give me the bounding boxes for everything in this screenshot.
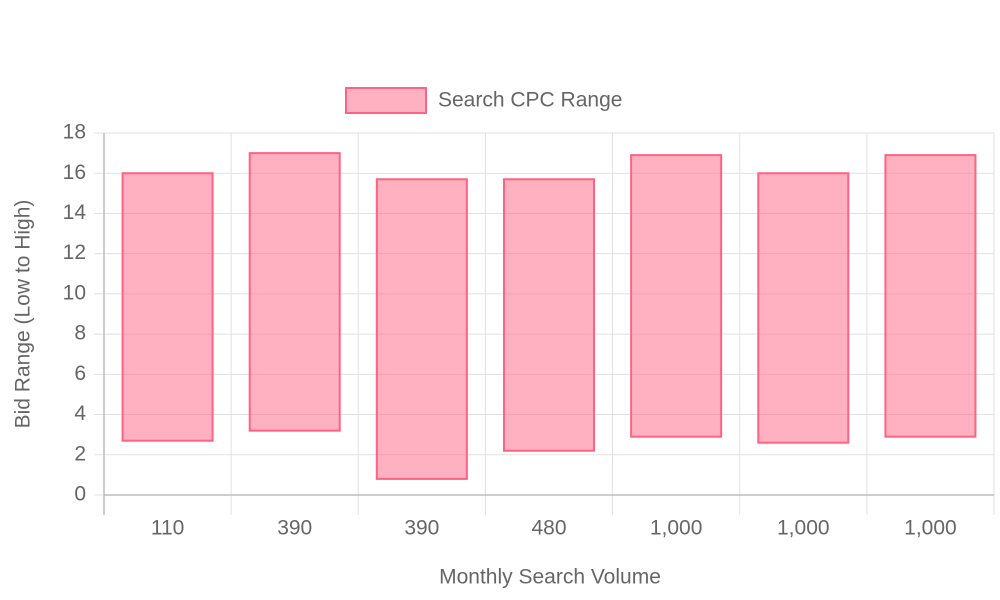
bar: [121, 172, 214, 442]
x-tick-label: 1,000: [904, 517, 957, 540]
y-tick-label: 8: [74, 322, 86, 345]
x-tick-label: 390: [404, 517, 439, 540]
bar: [757, 172, 850, 444]
y-axis-title: Bid Range (Low to High): [12, 200, 35, 429]
y-tick-label: 10: [63, 281, 86, 304]
bar: [248, 152, 341, 432]
x-tick-label: 1,000: [650, 517, 703, 540]
legend-label: Search CPC Range: [438, 89, 622, 112]
x-tick-label: 390: [277, 517, 312, 540]
legend-swatch: [345, 87, 427, 114]
y-tick-label: 6: [74, 362, 86, 385]
y-tick-label: 12: [63, 241, 86, 264]
x-tick-label: 480: [531, 517, 566, 540]
y-tick-label: 4: [74, 402, 86, 425]
x-tick-label: 1,000: [777, 517, 830, 540]
x-tick-label: 110: [151, 517, 184, 540]
y-tick-label: 16: [63, 161, 86, 184]
y-tick-label: 18: [63, 121, 86, 144]
y-tick-label: 14: [63, 201, 87, 224]
bar: [630, 154, 723, 438]
bar: [884, 154, 977, 438]
x-axis-title: Monthly Search Volume: [439, 566, 661, 589]
y-tick-label: 2: [74, 442, 86, 465]
bar: [503, 178, 595, 452]
bar: [375, 178, 468, 480]
y-tick-label: 0: [74, 483, 86, 506]
